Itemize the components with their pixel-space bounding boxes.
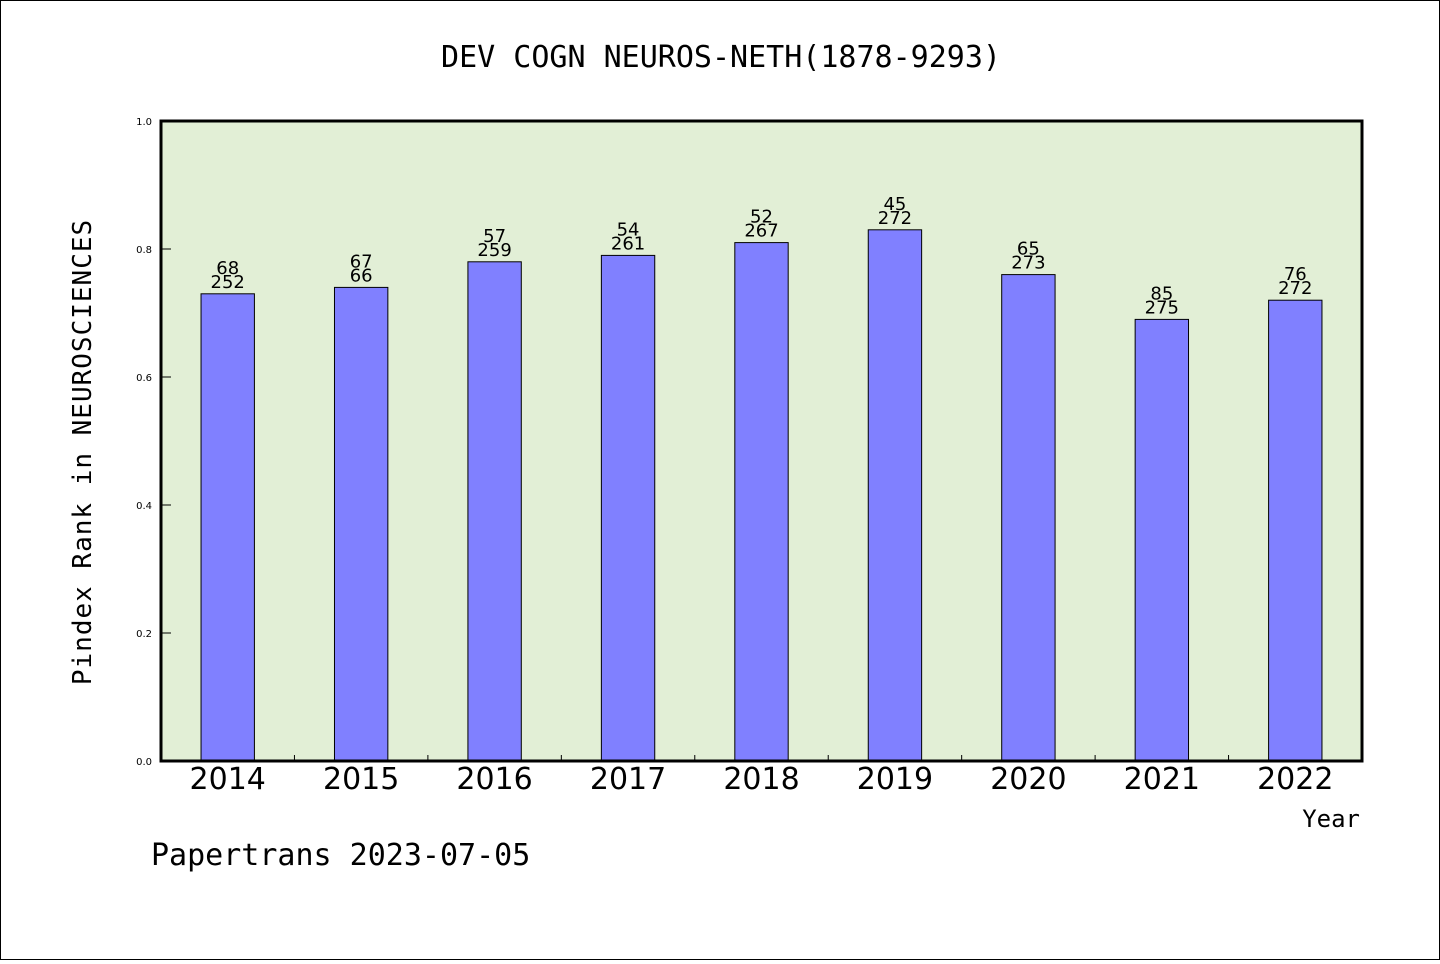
x-tick-label: 2021 <box>1124 762 1200 797</box>
total-label: 272 <box>1278 278 1312 299</box>
rank-label: 68 <box>216 258 239 279</box>
bar-2020 <box>1001 274 1056 762</box>
x-tick-label: 2022 <box>1257 762 1333 797</box>
x-tick-label: 2019 <box>857 762 933 797</box>
data-labels: 6825267665725954261522674527265273852757… <box>211 194 1313 319</box>
x-tick-label: 2017 <box>590 762 666 797</box>
rank-label: 85 <box>1150 283 1173 304</box>
x-axis-label: Year <box>1302 805 1360 833</box>
total-label: 273 <box>1011 253 1045 274</box>
x-tick-label: 2014 <box>190 762 266 797</box>
y-tick-label: 0.0 <box>136 757 152 768</box>
total-label: 272 <box>878 208 912 229</box>
rank-label: 45 <box>883 194 906 215</box>
plot-border <box>159 119 1364 763</box>
y-tick-label: 1.0 <box>136 117 152 128</box>
bar-2022 <box>1268 299 1323 762</box>
bar-2014 <box>200 293 255 762</box>
bar-2018 <box>734 242 789 762</box>
rank-label: 65 <box>1017 239 1040 260</box>
rank-label: 67 <box>350 251 373 272</box>
total-label: 259 <box>477 240 511 261</box>
total-label: 66 <box>350 265 373 286</box>
bar-2019 <box>867 229 923 762</box>
rank-label: 76 <box>1284 264 1307 285</box>
bar-2017 <box>600 254 656 762</box>
total-label: 252 <box>211 272 245 293</box>
rank-label: 54 <box>617 219 640 240</box>
bar-2015 <box>333 286 389 762</box>
bars <box>200 229 1323 762</box>
y-axis-label: Pindex Rank in NEUROSCIENCES <box>68 219 98 685</box>
total-label: 275 <box>1145 297 1179 318</box>
bar-2016 <box>467 261 522 762</box>
x-axis-ticks: 2014 2015 2016 2017 2018 2019 2020 2021 2022 <box>190 755 1333 797</box>
x-tick-label: 2016 <box>456 762 532 797</box>
rank-label: 52 <box>750 207 773 228</box>
bar-2021 <box>1134 318 1190 762</box>
x-tick-label: 2018 <box>723 762 799 797</box>
x-tick-label: 2015 <box>323 762 399 797</box>
rank-label: 57 <box>483 226 506 247</box>
footer-stamp: Papertrans 2023-07-05 <box>151 838 530 873</box>
y-tick-label: 0.4 <box>136 501 152 512</box>
chart-title: DEV COGN NEUROS-NETH(1878-9293) <box>441 40 1001 75</box>
x-tick-label: 2020 <box>990 762 1066 797</box>
y-tick-label: 0.8 <box>136 245 152 256</box>
total-label: 261 <box>611 233 645 254</box>
y-tick-label: 0.2 <box>136 629 152 640</box>
y-tick-label: 0.6 <box>136 373 152 384</box>
total-label: 267 <box>744 221 778 242</box>
